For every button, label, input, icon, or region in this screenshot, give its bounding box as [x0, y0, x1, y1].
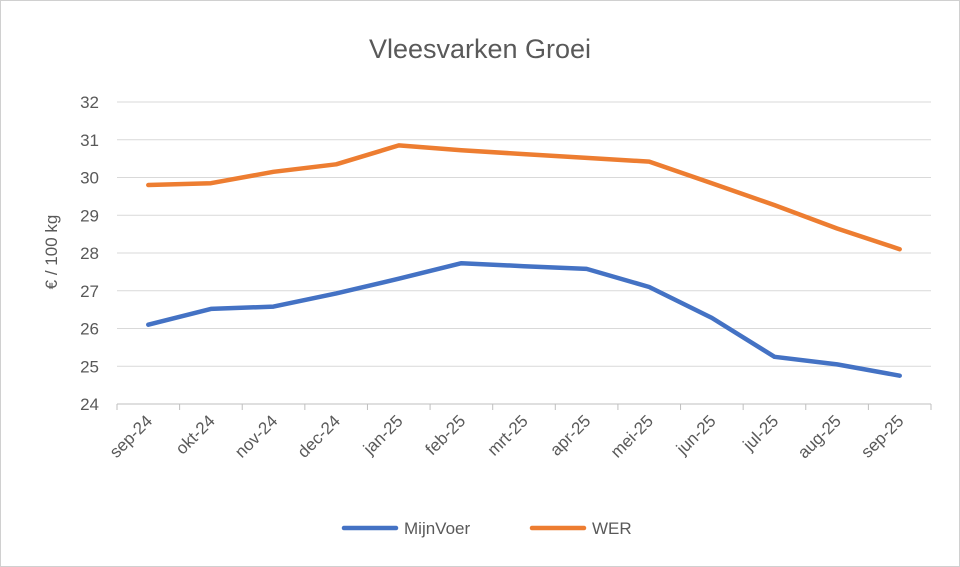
x-tick-label: okt-24: [172, 411, 219, 458]
gridlines: [117, 101, 931, 367]
x-tick-label: feb-25: [422, 411, 470, 459]
series-line-mijnvoer: [146, 260, 902, 378]
x-tick-label: dec-24: [294, 411, 344, 461]
x-tick-label: aug-25: [794, 411, 845, 462]
x-tick-label: sep-25: [857, 411, 907, 461]
chart-title: Vleesvarken Groei: [369, 34, 591, 64]
series-line-wer: [146, 143, 902, 252]
y-tick-label: 32: [80, 93, 99, 112]
legend-label: WER: [592, 519, 632, 538]
y-tick-label: 25: [80, 357, 99, 376]
x-tick-label: jan-25: [359, 411, 407, 459]
y-tick-label: 30: [80, 169, 99, 188]
y-tick-label: 27: [80, 282, 99, 301]
x-tick-label: apr-25: [546, 411, 594, 459]
x-tick-label: mei-25: [607, 411, 657, 461]
y-tick-label: 28: [80, 244, 99, 263]
x-axis-ticks: sep-24 okt-24 nov-24 dec-24 jan-25 feb-25 mrt-…: [106, 411, 908, 462]
series: [146, 143, 902, 378]
y-tick-label: 24: [80, 395, 99, 414]
y-axis-label: € / 100 kg: [42, 215, 61, 290]
x-tick-label: jul-25: [739, 411, 783, 455]
y-tick-label: 26: [80, 320, 99, 339]
legend: MijnVoer WER: [341, 519, 632, 538]
x-tick-label: sep-24: [106, 411, 156, 461]
y-axis-ticks: 24 25 26 27 28 29 30 31 32: [80, 93, 99, 414]
x-axis: [116, 403, 932, 410]
legend-label: MijnVoer: [404, 519, 470, 538]
x-tick-label: jun-25: [672, 411, 720, 459]
x-tick-label: nov-24: [231, 411, 281, 461]
y-tick-label: 29: [80, 206, 99, 225]
x-tick-label: mrt-25: [484, 411, 532, 459]
y-tick-label: 31: [80, 131, 99, 150]
